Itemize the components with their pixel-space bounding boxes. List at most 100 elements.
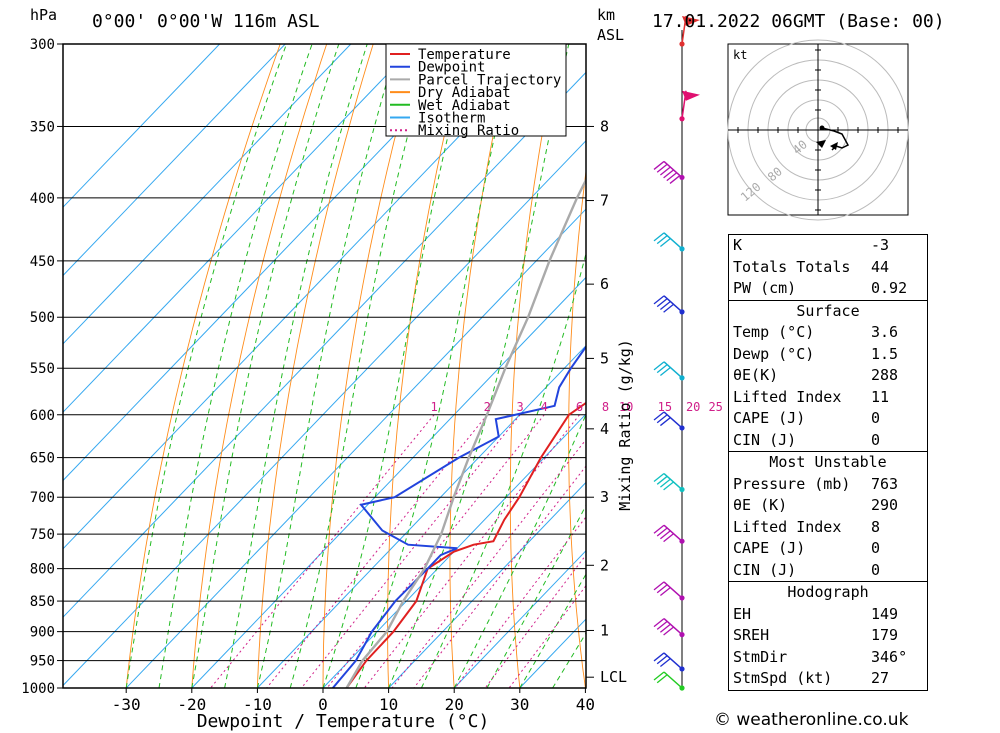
- mixing-ratio-label: 1: [430, 400, 437, 414]
- pressure-tick-label: 650: [30, 451, 55, 467]
- km-tick-label: 1: [600, 621, 609, 639]
- wind-barb: [679, 90, 700, 122]
- legend-box: [385, 43, 567, 137]
- index-value: -3: [871, 236, 890, 254]
- pressure-tick-label: 700: [30, 490, 55, 506]
- wind-barb-flag: [656, 527, 668, 537]
- wind-barb-flag: [653, 524, 665, 534]
- index-value: 0.92: [871, 279, 908, 297]
- km-tick-label: 6: [600, 275, 609, 293]
- index-value: 0: [871, 560, 881, 579]
- hodograph-unit-label: kt: [733, 48, 747, 62]
- index-value: 179: [871, 626, 899, 644]
- wind-barb-flag: [659, 530, 671, 540]
- wind-barb-flag: [653, 473, 665, 483]
- index-value: 763: [871, 474, 899, 493]
- dry-adiabat-line: [509, 44, 560, 688]
- wind-barb-flag: [656, 298, 668, 308]
- wind-barb-flag: [653, 618, 665, 628]
- wind-barb-flag: [653, 295, 665, 305]
- pressure-tick-label: 950: [30, 654, 55, 670]
- isotherm-line: [63, 44, 549, 550]
- pressure-tick-label: 550: [30, 361, 55, 377]
- wind-barb: [653, 618, 685, 638]
- wind-barb-flag: [663, 533, 675, 543]
- index-label: PW (cm): [733, 279, 797, 297]
- wind-barb: [653, 524, 685, 544]
- pressure-tick-label: 300: [30, 37, 55, 53]
- wind-barb: [679, 15, 700, 47]
- index-label: K: [733, 236, 743, 254]
- index-label: Lifted Index: [733, 387, 842, 406]
- mixing-ratio-line: [484, 554, 586, 688]
- credit-link[interactable]: © weatheronline.co.uk: [714, 710, 909, 730]
- wind-barb-flag: [659, 623, 671, 633]
- wet-adiabat-line: [486, 504, 586, 688]
- wind-barb: [653, 361, 685, 381]
- wind-barb-flag: [653, 411, 665, 421]
- dry-adiabat-line: [978, 44, 1000, 688]
- wind-barb-shaft: [681, 90, 687, 119]
- location-title: 0°00' 0°00'W 116m ASL: [92, 11, 320, 32]
- mixing-ratio-label: 4: [541, 400, 548, 414]
- wind-barb-flag: [656, 163, 668, 173]
- wind-barb-flag: [653, 652, 665, 662]
- wind-barb-flag: [656, 674, 668, 684]
- isotherm-line: [191, 276, 586, 688]
- wind-barb: [653, 671, 685, 691]
- plot-frame: [62, 43, 587, 689]
- pressure-unit: hPa: [30, 6, 58, 24]
- wind-barb-flag: [663, 169, 675, 179]
- wet-adiabat-line: [519, 573, 586, 688]
- dry-adiabat-line: [125, 44, 281, 688]
- mixing-ratio-line: [301, 414, 521, 688]
- wind-barb-flag: [659, 300, 671, 310]
- mixing-ratio-label: 3: [516, 400, 523, 414]
- pressure-tick-label: 350: [30, 119, 55, 135]
- index-value: 288: [871, 366, 899, 384]
- km-tick-label: 5: [600, 349, 609, 367]
- isotherm-line: [257, 344, 586, 688]
- wind-barb: [653, 232, 685, 252]
- wet-adiabat-line: [420, 251, 586, 688]
- general-indices-table: K -3 Totals Totals 44 PW (cm) 0.92 Surface …: [728, 234, 928, 691]
- km-tick-label: 7: [600, 192, 609, 210]
- index-label: CAPE (J): [733, 539, 806, 557]
- pressure-tick-label: 450: [30, 254, 55, 270]
- wet-adiabat-line: [191, 44, 340, 688]
- temperature-tick-label: 10: [379, 695, 398, 714]
- legend-label: Isotherm: [418, 111, 485, 127]
- most-unstable-section-title: Most Unstable: [728, 451, 928, 474]
- dry-adiabat-line: [931, 44, 1000, 688]
- isotherm-line: [63, 139, 586, 687]
- index-value: 0: [871, 539, 881, 557]
- temperature-tick-label: 0: [318, 695, 328, 714]
- index-value: 3.6: [871, 323, 899, 341]
- wind-barb-pennant: [682, 90, 700, 101]
- index-label: Pressure (mb): [733, 474, 851, 493]
- index-label: CIN (J): [733, 560, 797, 579]
- index-label: EH: [733, 604, 752, 623]
- wind-barb-flag: [669, 174, 681, 184]
- legend-label: Parcel Trajectory: [418, 72, 561, 88]
- hodograph-section-title: Hodograph: [728, 581, 928, 604]
- isotherm-line: [388, 481, 586, 688]
- wind-barb-flag: [653, 232, 665, 242]
- index-label: Lifted Index: [733, 517, 842, 536]
- dewpoint-profile-line: [332, 345, 586, 688]
- wind-barb-flag: [666, 172, 678, 182]
- wind-barb-flag: [656, 235, 668, 245]
- km-tick-label: 2: [600, 556, 609, 574]
- hodograph-point: [819, 125, 825, 131]
- pressure-tick-label: 850: [30, 594, 55, 610]
- wind-barb-flag: [663, 303, 675, 313]
- wind-barb-flag: [659, 417, 671, 427]
- datetime-title: 17.01.2022 06GMT (Base: 00): [652, 11, 945, 32]
- mixing-ratio-line: [391, 438, 586, 688]
- mixing-ratio-line: [326, 414, 545, 688]
- index-value: 0: [871, 430, 881, 449]
- isotherm-line: [125, 208, 586, 688]
- index-value: 346°: [871, 647, 908, 666]
- storm-motion-marker: [830, 142, 838, 150]
